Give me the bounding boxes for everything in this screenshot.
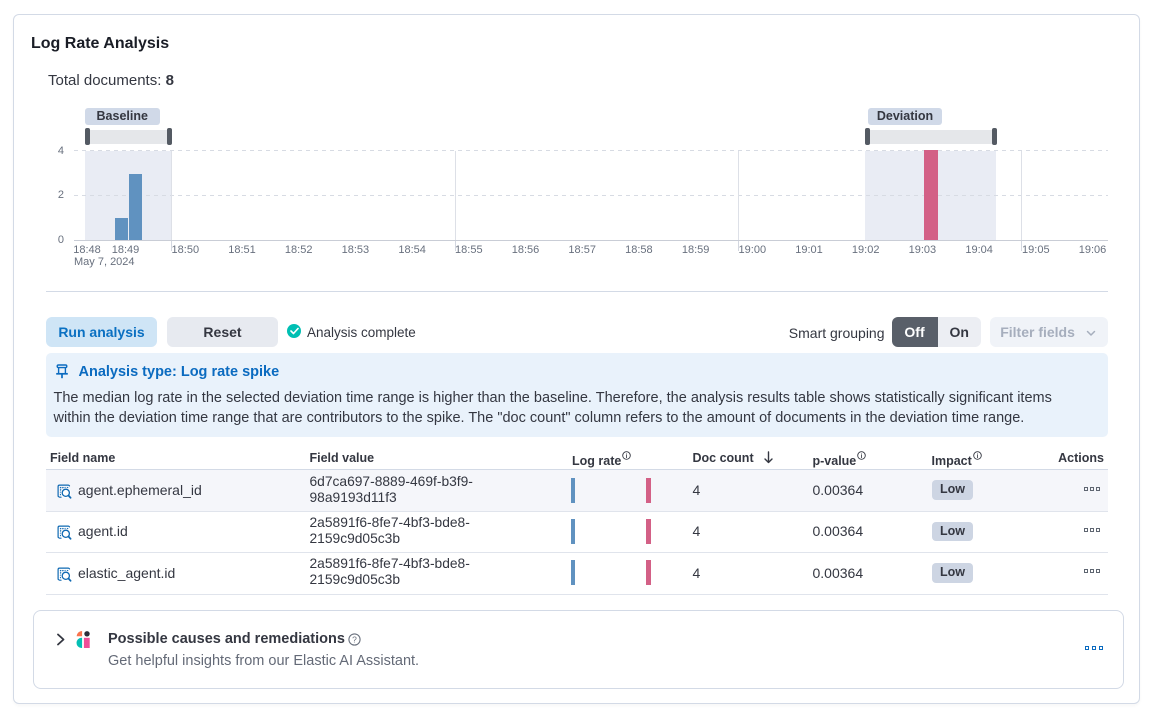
- svg-text:i: i: [626, 453, 628, 459]
- svg-text:?: ?: [352, 634, 357, 644]
- svg-text:i: i: [861, 453, 863, 459]
- svg-text:i: i: [976, 453, 978, 459]
